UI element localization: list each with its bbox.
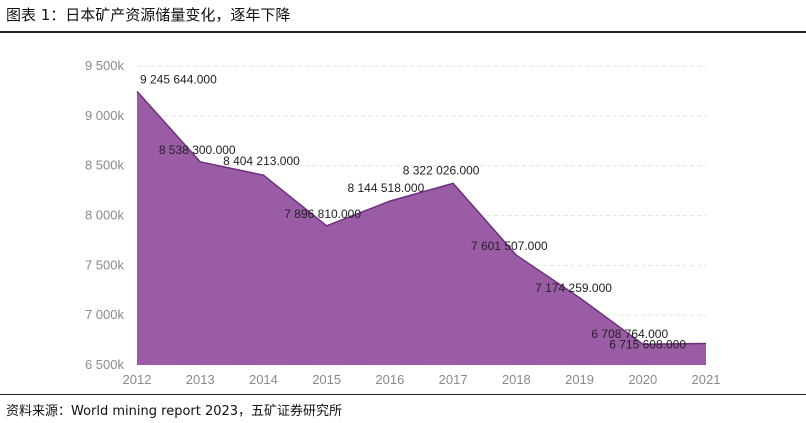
area-fill — [137, 91, 706, 365]
x-axis-ticks: 2012 2013 2014 2015 2016 2017 2018 2019 2020 2021 — [123, 372, 721, 387]
data-label: 9 245 644.000 — [140, 72, 217, 86]
y-tick-label: 9 500k — [85, 58, 125, 73]
y-tick-label: 7 500k — [85, 257, 125, 272]
x-tick-label: 2018 — [502, 372, 531, 387]
y-tick-label: 7 000k — [85, 307, 125, 322]
y-tick-label: 8 000k — [85, 208, 125, 223]
data-label: 6 715 608.000 — [609, 338, 686, 352]
data-label: 7 174 259.000 — [535, 281, 612, 295]
x-tick-label: 2015 — [312, 372, 341, 387]
bottom-rule — [0, 394, 806, 395]
x-tick-label: 2016 — [375, 372, 404, 387]
x-tick-label: 2020 — [628, 372, 657, 387]
y-axis-ticks: 6 500k 7 000k 7 500k 8 000k 8 500k 9 000k 9 50… — [85, 58, 125, 372]
x-tick-label: 2021 — [692, 372, 721, 387]
x-tick-label: 2014 — [249, 372, 278, 387]
source-note: 资料来源：World mining report 2023，五矿证券研究所 — [6, 404, 343, 419]
y-tick-label: 8 500k — [85, 158, 125, 173]
data-label: 8 144 518.000 — [348, 181, 425, 195]
data-label: 7 601 507.000 — [471, 239, 548, 253]
data-label: 6 708 764.000 — [591, 327, 668, 341]
area-layer — [136, 90, 707, 365]
x-tick-label: 2012 — [123, 372, 152, 387]
data-label: 8 538 300.000 — [159, 143, 236, 157]
data-label: 8 322 026.000 — [403, 163, 480, 177]
data-label: 8 404 213.000 — [223, 154, 300, 168]
x-tick-label: 2017 — [439, 372, 468, 387]
figure-title: 图表 1：日本矿产资源储量变化，逐年下降 — [6, 6, 291, 24]
x-tick-label: 2019 — [565, 372, 594, 387]
x-tick-label: 2013 — [186, 372, 215, 387]
y-tick-label: 6 500k — [85, 357, 125, 372]
data-label: 7 896 810.000 — [284, 207, 361, 221]
top-rule — [0, 31, 806, 33]
series-line — [136, 90, 707, 345]
y-tick-label: 9 000k — [85, 108, 125, 123]
